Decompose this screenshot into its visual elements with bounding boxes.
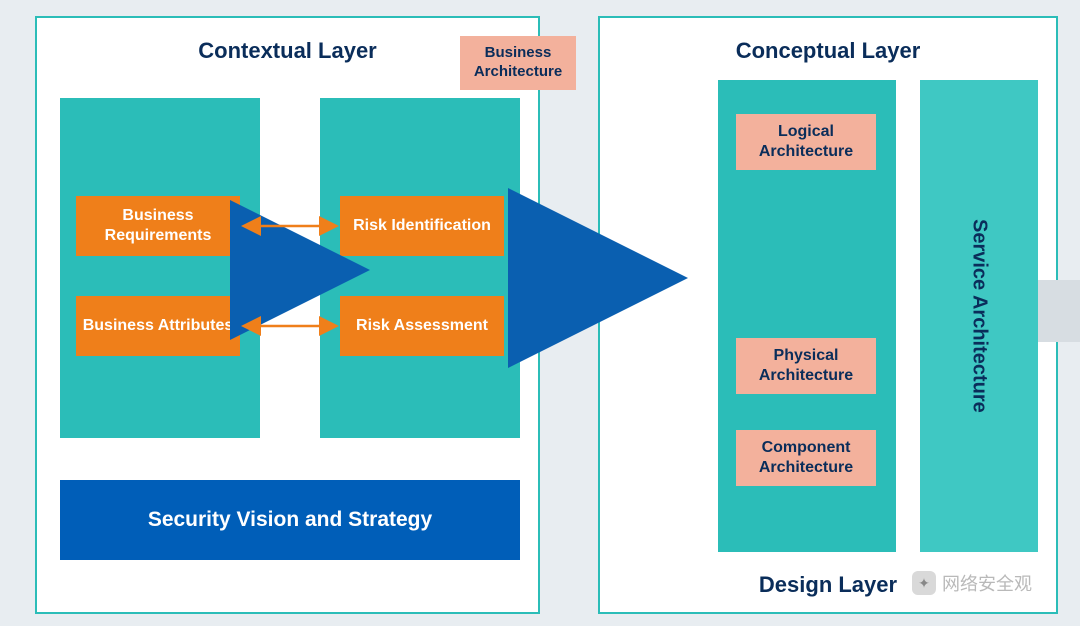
box-label: Security Vision and Strategy xyxy=(148,508,432,532)
teal-col-service: Service Architecture xyxy=(920,80,1038,552)
box-label: Business Attributes xyxy=(83,316,234,336)
box-label: Risk Identification xyxy=(353,216,491,236)
box-label: Physical Architecture xyxy=(736,346,876,386)
box-label: Risk Assessment xyxy=(356,316,488,336)
risk-assessment-box: Risk Assessment xyxy=(340,296,504,356)
teal-col-risk xyxy=(320,98,520,438)
logical-architecture-box: Logical Architecture xyxy=(736,114,876,170)
business-attributes-box: Business Attributes xyxy=(76,296,240,356)
teal-col-business xyxy=(60,98,260,438)
box-label: Business Requirements xyxy=(76,206,240,246)
component-architecture-box: Component Architecture xyxy=(736,430,876,486)
box-label: Business Architecture xyxy=(460,44,576,82)
gray-strip xyxy=(1038,280,1080,342)
business-requirements-box: Business Requirements xyxy=(76,196,240,256)
business-architecture-box: Business Architecture xyxy=(460,36,576,90)
physical-architecture-box: Physical Architecture xyxy=(736,338,876,394)
watermark: ✦ 网络安全观 xyxy=(912,570,1032,596)
risk-identification-box: Risk Identification xyxy=(340,196,504,256)
security-strategy-box: Security Vision and Strategy xyxy=(60,480,520,560)
wechat-icon: ✦ xyxy=(912,571,936,595)
service-architecture-label: Service Architecture xyxy=(968,219,991,413)
watermark-text: 网络安全观 xyxy=(942,570,1032,596)
box-label: Logical Architecture xyxy=(736,122,876,162)
box-label: Component Architecture xyxy=(736,438,876,478)
conceptual-title: Conceptual Layer xyxy=(600,38,1056,64)
